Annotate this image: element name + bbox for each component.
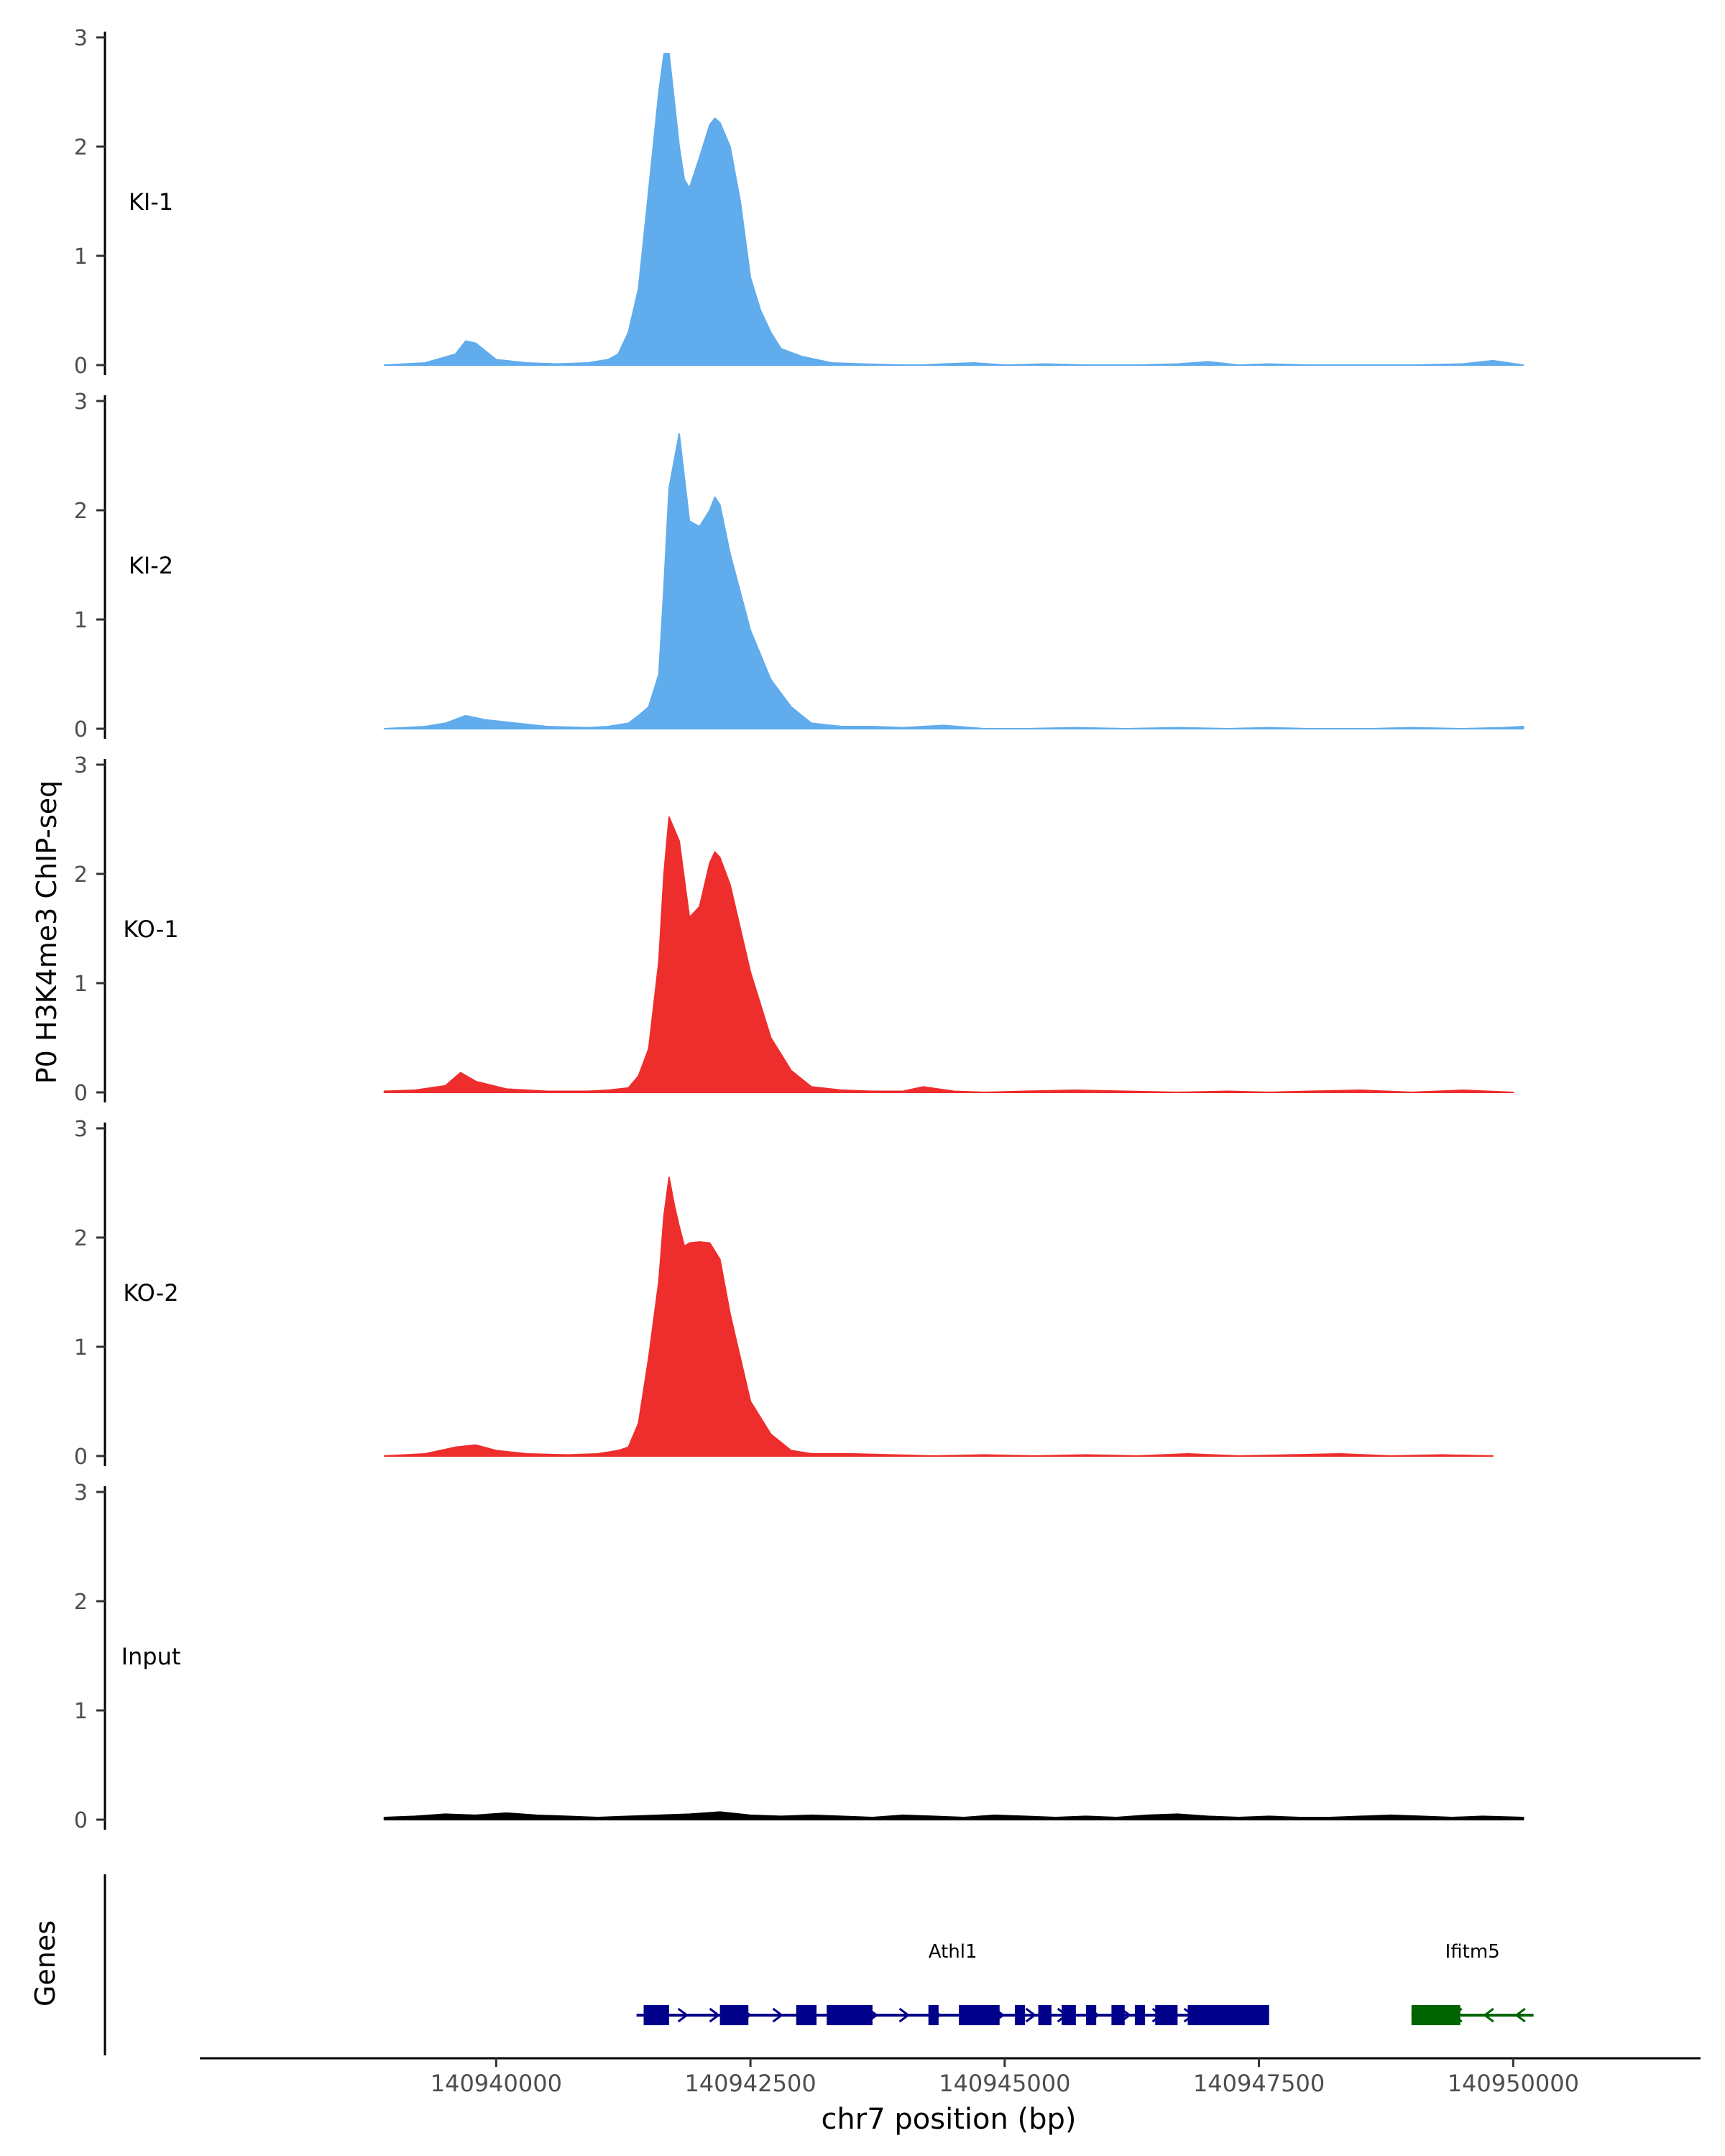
y-tick-label: 2 — [74, 1590, 88, 1615]
track-ko-1: 0 1 2 3 KO-1 — [74, 753, 1514, 1106]
gene-name-label: Athl1 — [929, 1941, 978, 1963]
y-tick-label: 3 — [74, 26, 88, 51]
gene-exon — [1038, 2005, 1052, 2025]
gene-exon — [1187, 2005, 1269, 2025]
y-tick-label: 3 — [74, 1117, 88, 1142]
y-tick-label: 2 — [74, 499, 88, 524]
gene-exon — [959, 2005, 1000, 2025]
gene-name-label: Ifitm5 — [1445, 1941, 1500, 1963]
gene-exon — [796, 2005, 817, 2025]
gene-exon — [827, 2005, 873, 2025]
x-tick-label: 140942500 — [684, 2070, 816, 2097]
genes-track: Genes Athl1 Ifitm5 — [29, 1874, 1534, 2055]
y-tick-label: 3 — [74, 1480, 88, 1506]
x-tick-label: 140950000 — [1448, 2070, 1579, 2097]
y-tick-label: 1 — [74, 1699, 88, 1724]
y-tick-label: 3 — [74, 753, 88, 778]
track-ki-1: 0 1 2 3 KI-1 — [74, 26, 1524, 379]
gene-exon — [1134, 2005, 1146, 2025]
gene-exon — [1014, 2005, 1026, 2025]
strand-arrow — [1514, 2007, 1526, 2023]
track-input: 0 1 2 3 Input — [74, 1480, 1524, 1833]
strand-arrow — [772, 2007, 784, 2023]
gene-exon — [1155, 2005, 1178, 2025]
track-label: KI-2 — [129, 552, 173, 579]
track-label: KO-1 — [123, 916, 178, 943]
y-tick-label: 0 — [74, 1808, 88, 1833]
gene-ifitm5: Ifitm5 — [1411, 1941, 1534, 2025]
y-tick-label: 0 — [74, 354, 88, 379]
y-tick-label: 0 — [74, 1445, 88, 1470]
track-area — [383, 1176, 1494, 1457]
x-axis-label: chr7 position (bp) — [821, 2103, 1076, 2136]
y-tick-label: 1 — [74, 608, 88, 633]
gene-exon — [928, 2005, 939, 2025]
x-tick-label: 140945000 — [939, 2070, 1070, 2097]
y-tick-label: 1 — [74, 972, 88, 997]
y-tick-label: 0 — [74, 717, 88, 742]
strand-arrow — [677, 2007, 689, 2023]
track-area — [383, 433, 1524, 729]
x-tick-label: 140940000 — [431, 2070, 562, 2097]
genes-label: Genes — [29, 1920, 61, 2007]
y-tick-label: 3 — [74, 390, 88, 415]
y-tick-label: 1 — [74, 244, 88, 270]
y-tick-label: 0 — [74, 1081, 88, 1106]
y-tick-label: 2 — [74, 862, 88, 888]
gene-exon — [643, 2005, 669, 2025]
track-area — [383, 52, 1524, 366]
track-area — [383, 816, 1514, 1093]
y-tick-label: 2 — [74, 1226, 88, 1251]
gene-exon — [1086, 2005, 1097, 2025]
gene-exon — [1062, 2005, 1076, 2025]
tracks-layer: 0 1 2 3 KI-1 0 1 2 3 KI-2 0 1 2 3 KO-1 0 1 2 3 KO-2 0 1 2 3 Inpu… — [74, 26, 1524, 1833]
strand-arrow — [1025, 2007, 1037, 2023]
y-tick-label: 1 — [74, 1335, 88, 1360]
track-label: KI-1 — [129, 188, 173, 216]
track-label: KO-2 — [123, 1279, 178, 1307]
gene-exon — [1111, 2005, 1125, 2025]
track-ki-2: 0 1 2 3 KI-2 — [74, 390, 1524, 742]
y-axis-label: P0 H3K4me3 ChIP-seq — [31, 780, 63, 1084]
track-ko-2: 0 1 2 3 KO-2 — [74, 1117, 1494, 1470]
strand-arrow — [1483, 2007, 1494, 2023]
strand-arrow — [898, 2007, 911, 2023]
track-area — [383, 1811, 1524, 1820]
strand-arrow — [709, 2007, 721, 2023]
x-axis: 140940000 140942500 140945000 140947500 1409… — [200, 2057, 1701, 2097]
x-tick-label: 140947500 — [1193, 2070, 1325, 2097]
y-tick-label: 2 — [74, 135, 88, 160]
gene-athl1: Athl1 — [636, 1941, 1269, 2025]
gene-exon — [719, 2005, 749, 2025]
track-label: Input — [121, 1643, 181, 1670]
gene-exon — [1411, 2005, 1460, 2025]
